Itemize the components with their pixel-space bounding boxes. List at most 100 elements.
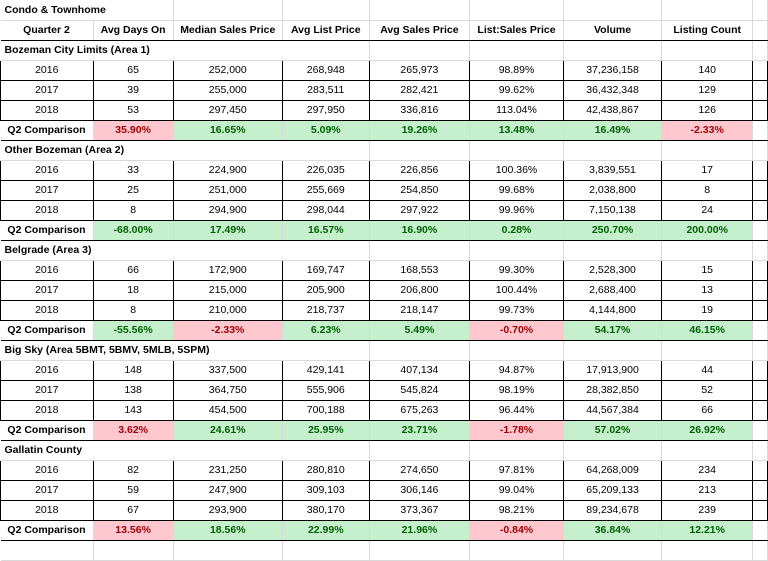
data-cell[interactable]: 172,900 <box>173 259 283 281</box>
comparison-cell[interactable]: 3.62% <box>93 420 174 441</box>
comparison-cell[interactable]: 18.56% <box>173 520 283 541</box>
data-cell[interactable]: 100.44% <box>469 280 564 301</box>
data-cell[interactable]: 373,367 <box>369 500 471 521</box>
data-cell[interactable]: 298,044 <box>282 200 370 221</box>
data-cell[interactable]: 13 <box>661 280 754 301</box>
data-cell[interactable]: 337,500 <box>173 359 283 381</box>
comparison-cell[interactable]: 12.21% <box>661 520 754 541</box>
data-cell[interactable]: 283,511 <box>282 80 370 101</box>
comparison-cell[interactable]: 0.28% <box>469 220 564 241</box>
empty-cell[interactable] <box>752 459 768 481</box>
data-cell[interactable]: 36,432,348 <box>563 80 663 101</box>
empty-cell[interactable] <box>752 400 768 421</box>
column-header[interactable]: Avg Sales Price <box>369 19 471 41</box>
data-cell[interactable]: 215,000 <box>173 280 283 301</box>
data-cell[interactable]: 99.30% <box>469 259 564 281</box>
data-cell[interactable]: 52 <box>661 380 754 401</box>
column-header[interactable]: List:Sales Price <box>469 19 564 41</box>
empty-cell[interactable] <box>752 520 768 541</box>
data-cell[interactable]: 274,650 <box>369 459 471 481</box>
comparison-cell[interactable]: 54.17% <box>563 320 663 341</box>
data-cell[interactable]: 210,000 <box>173 300 283 321</box>
data-cell[interactable]: 2,038,800 <box>563 180 663 201</box>
data-cell[interactable]: 100.36% <box>469 159 564 181</box>
empty-cell[interactable] <box>752 320 768 341</box>
column-header[interactable]: Quarter 2 <box>0 19 94 41</box>
empty-cell[interactable] <box>369 140 471 161</box>
year-cell[interactable]: 2017 <box>0 480 94 501</box>
comparison-cell[interactable]: 22.99% <box>282 520 370 541</box>
empty-cell[interactable] <box>661 240 754 261</box>
data-cell[interactable]: 218,147 <box>369 300 471 321</box>
year-cell[interactable]: 2016 <box>0 459 94 481</box>
empty-cell[interactable] <box>563 140 663 161</box>
empty-cell[interactable] <box>563 40 663 61</box>
comparison-cell[interactable]: 26.92% <box>661 420 754 441</box>
empty-cell[interactable] <box>469 440 564 461</box>
data-cell[interactable]: 97.81% <box>469 459 564 481</box>
data-cell[interactable]: 309,103 <box>282 480 370 501</box>
data-cell[interactable]: 99.04% <box>469 480 564 501</box>
empty-cell[interactable] <box>752 59 768 81</box>
data-cell[interactable]: 407,134 <box>369 359 471 381</box>
data-cell[interactable]: 140 <box>661 59 754 81</box>
data-cell[interactable]: 65 <box>93 59 174 81</box>
data-cell[interactable]: 138 <box>93 380 174 401</box>
column-header[interactable]: Listing Count <box>661 19 754 41</box>
empty-cell[interactable] <box>752 300 768 321</box>
empty-cell[interactable] <box>752 40 768 61</box>
data-cell[interactable]: 8 <box>93 200 174 221</box>
empty-cell[interactable] <box>173 0 283 21</box>
comparison-cell[interactable]: 36.84% <box>563 520 663 541</box>
comparison-cell[interactable]: -2.33% <box>173 320 283 341</box>
data-cell[interactable]: 169,747 <box>282 259 370 281</box>
comparison-cell[interactable]: 5.09% <box>282 120 370 141</box>
empty-cell[interactable] <box>752 159 768 181</box>
data-cell[interactable]: 700,188 <box>282 400 370 421</box>
data-cell[interactable]: 39 <box>93 80 174 101</box>
comparison-cell[interactable]: 16.65% <box>173 120 283 141</box>
data-cell[interactable]: 297,922 <box>369 200 471 221</box>
year-cell[interactable]: 2016 <box>0 59 94 81</box>
data-cell[interactable]: 239 <box>661 500 754 521</box>
data-cell[interactable]: 364,750 <box>173 380 283 401</box>
empty-cell[interactable] <box>752 0 768 21</box>
year-cell[interactable]: 2018 <box>0 300 94 321</box>
data-cell[interactable]: 454,500 <box>173 400 283 421</box>
empty-cell[interactable] <box>563 0 663 21</box>
data-cell[interactable]: 99.62% <box>469 80 564 101</box>
year-cell[interactable]: 2017 <box>0 80 94 101</box>
data-cell[interactable]: 251,000 <box>173 180 283 201</box>
empty-cell[interactable] <box>752 380 768 401</box>
data-cell[interactable]: 99.68% <box>469 180 564 201</box>
empty-cell[interactable] <box>469 540 564 561</box>
empty-cell[interactable] <box>752 180 768 201</box>
comparison-label[interactable]: Q2 Comparison <box>0 420 94 441</box>
data-cell[interactable]: 18 <box>93 280 174 301</box>
data-cell[interactable]: 297,450 <box>173 100 283 121</box>
comparison-cell[interactable]: 21.96% <box>369 520 471 541</box>
year-cell[interactable]: 2018 <box>0 400 94 421</box>
data-cell[interactable]: 226,856 <box>369 159 471 181</box>
data-cell[interactable]: 113.04% <box>469 100 564 121</box>
data-cell[interactable]: 3,839,551 <box>563 159 663 181</box>
empty-cell[interactable] <box>563 340 663 361</box>
year-cell[interactable]: 2017 <box>0 280 94 301</box>
data-cell[interactable]: 306,146 <box>369 480 471 501</box>
data-cell[interactable]: 126 <box>661 100 754 121</box>
empty-cell[interactable] <box>563 440 663 461</box>
comparison-cell[interactable]: 13.48% <box>469 120 564 141</box>
data-cell[interactable]: 17 <box>661 159 754 181</box>
comparison-cell[interactable]: 5.49% <box>369 320 471 341</box>
column-header[interactable]: Median Sales Price <box>173 19 283 41</box>
comparison-cell[interactable]: 16.90% <box>369 220 471 241</box>
empty-cell[interactable] <box>752 340 768 361</box>
empty-cell[interactable] <box>752 540 768 561</box>
comparison-cell[interactable]: 200.00% <box>661 220 754 241</box>
empty-cell[interactable] <box>752 80 768 101</box>
empty-cell[interactable] <box>752 420 768 441</box>
empty-cell[interactable] <box>752 259 768 281</box>
data-cell[interactable]: 19 <box>661 300 754 321</box>
empty-cell[interactable] <box>752 500 768 521</box>
data-cell[interactable]: 15 <box>661 259 754 281</box>
